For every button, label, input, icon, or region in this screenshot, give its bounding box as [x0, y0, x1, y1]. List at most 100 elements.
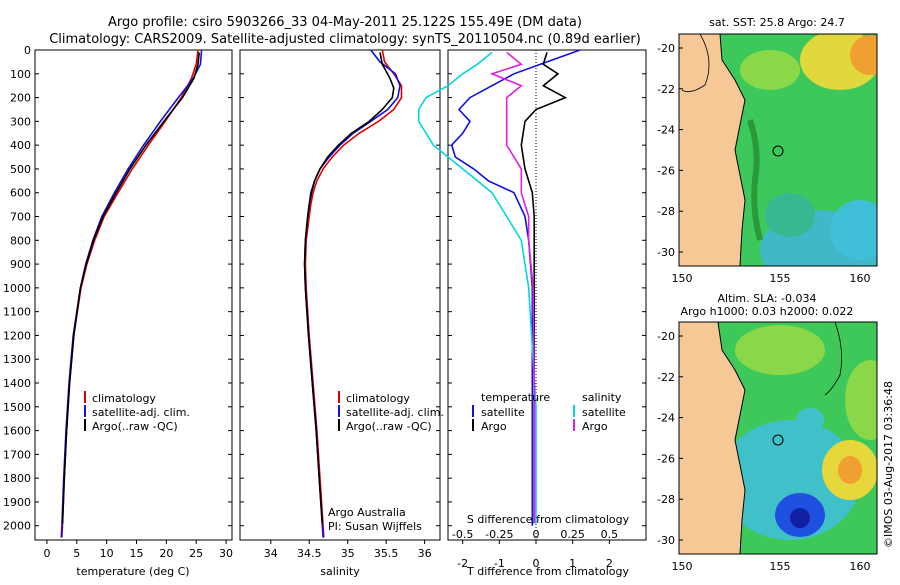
y-tick-label: 300	[10, 115, 31, 128]
map-y-tick-label: -24	[657, 412, 675, 425]
temperature-xlabel: temperature (deg C)	[76, 565, 189, 578]
difference-axes	[447, 49, 647, 541]
difference-legend-temp-satellite: satellite	[481, 406, 525, 419]
sla-map-title1: Altim. SLA: -0.034	[717, 292, 816, 305]
temperature-legend: climatology satellite-adj. clim. Argo(..…	[84, 391, 190, 433]
salinity-legend-climatology: climatology	[346, 392, 410, 405]
y-tick-label: 500	[10, 163, 31, 176]
series-line	[489, 51, 536, 524]
y-tick-label: 1900	[3, 496, 31, 509]
salinity-legend-satellite: satellite-adj. clim.	[346, 406, 444, 419]
difference-legend-sal-satellite: satellite	[582, 406, 626, 419]
y-tick-label: 1400	[3, 377, 31, 390]
difference-xlabel: T difference from climatology	[466, 565, 629, 578]
salinity-plot: 34 34.5 35 35.5 36	[240, 49, 440, 560]
salinity-legend: climatology satellite-adj. clim. Argo(..…	[328, 391, 444, 533]
map-y-tick-label: -30	[657, 246, 675, 259]
map-y-tick-label: -28	[657, 205, 675, 218]
series-line	[520, 52, 568, 524]
s-tick-label: 0.5	[601, 528, 619, 541]
series-line	[417, 51, 537, 524]
y-tick-label: 1600	[3, 425, 31, 438]
difference-plot: -2 -1 0 1 2 -0.5 -0.25 0 0.25 0.5	[417, 49, 646, 570]
map-y-tick-label: -20	[657, 42, 675, 55]
temperature-legend-climatology: climatology	[92, 392, 156, 405]
temperature-legend-argo: Argo(..raw -QC)	[92, 420, 178, 433]
temperature-legend-satellite: satellite-adj. clim.	[92, 406, 190, 419]
map-x-tick-label: 160	[850, 272, 871, 285]
y-tick-label: 800	[10, 234, 31, 247]
y-tick-label: 200	[10, 92, 31, 105]
difference-legend: temperature salinity satellite Argo sate…	[467, 391, 630, 526]
s-difference-label: S difference from climatology	[467, 513, 630, 526]
y-tick-label: 700	[10, 211, 31, 224]
x-tick-label: 10	[100, 547, 114, 560]
x-tick-label: 35.5	[374, 547, 399, 560]
sst-map-title: sat. SST: 25.8 Argo: 24.7	[709, 16, 845, 29]
map-y-tick-label: -20	[657, 330, 675, 343]
y-tick-label: 0	[24, 44, 31, 57]
salinity-annotation-line2: PI: Susan Wijffels	[328, 520, 422, 533]
temperature-axes	[34, 49, 233, 541]
y-tick-label: 2000	[3, 520, 31, 533]
difference-legend-salinity-header: salinity	[582, 391, 622, 404]
y-tick-label: 600	[10, 187, 31, 200]
sla-map	[678, 321, 878, 555]
x-tick-label: 2	[606, 557, 613, 570]
x-tick-label: 0	[533, 557, 540, 570]
map-x-tick-label: 155	[770, 560, 791, 573]
x-tick-label: 34	[264, 547, 278, 560]
series-line	[303, 52, 395, 524]
difference-legend-sal-argo: Argo	[582, 420, 608, 433]
y-tick-label: 1700	[3, 448, 31, 461]
y-tick-label: 400	[10, 139, 31, 152]
x-tick-label: 1	[569, 557, 576, 570]
s-tick-label: 0.25	[560, 528, 585, 541]
y-tick-label: 1000	[3, 282, 31, 295]
y-tick-label: 1300	[3, 353, 31, 366]
salinity-legend-argo: Argo(..raw -QC)	[346, 420, 432, 433]
sst-map	[678, 33, 878, 267]
s-tick-label: -0.25	[485, 528, 513, 541]
sla-map-title2: Argo h1000: 0.03 h2000: 0.022	[681, 305, 854, 318]
temperature-plot: 0 5 10 15 20 25 300100200300400500600700800900…	[3, 44, 233, 560]
difference-legend-temperature-header: temperature	[481, 391, 550, 404]
x-tick-label: 0	[43, 547, 50, 560]
y-tick-label: 1100	[3, 306, 31, 319]
y-tick-label: 1200	[3, 329, 31, 342]
salinity-axes	[239, 49, 441, 541]
x-tick-label: 36	[418, 547, 432, 560]
y-tick-label: 1500	[3, 401, 31, 414]
imos-credit: ©IMOS 03-Aug-2017 03:36:48	[882, 381, 895, 548]
map-y-tick-label: -26	[657, 164, 675, 177]
x-tick-label: 5	[73, 547, 80, 560]
map-y-tick-label: -24	[657, 124, 675, 137]
x-tick-label: 30	[219, 547, 233, 560]
salinity-annotation-line1: Argo Australia	[328, 506, 406, 519]
map-x-tick-label: 155	[770, 272, 791, 285]
map-x-tick-label: 150	[672, 272, 693, 285]
y-tick-label: 100	[10, 68, 31, 81]
map-y-tick-label: -22	[657, 83, 675, 96]
map-y-tick-label: -22	[657, 371, 675, 384]
difference-legend-temp-argo: Argo	[481, 420, 507, 433]
map-ticks: 150 155 160 -20 -22 -24 -26 -28 -30 150 155 160 -20 -…	[657, 42, 870, 573]
y-tick-label: 1800	[3, 472, 31, 485]
x-tick-label: 34.5	[297, 547, 322, 560]
map-x-tick-label: 160	[850, 560, 871, 573]
x-tick-label: 25	[189, 547, 203, 560]
title-line1: Argo profile: csiro 5903266_33 04-May-20…	[108, 15, 582, 30]
x-tick-label: 35	[341, 547, 355, 560]
map-y-tick-label: -26	[657, 452, 675, 465]
x-tick-label: -2	[457, 557, 468, 570]
salinity-xlabel: salinity	[320, 565, 360, 578]
map-x-tick-label: 150	[672, 560, 693, 573]
x-tick-label: 15	[129, 547, 143, 560]
s-tick-label: -0.5	[452, 528, 473, 541]
x-tick-label: 20	[159, 547, 173, 560]
series-line	[61, 52, 200, 524]
y-tick-label: 900	[10, 258, 31, 271]
map-y-tick-label: -30	[657, 534, 675, 547]
s-tick-label: 0	[533, 528, 540, 541]
